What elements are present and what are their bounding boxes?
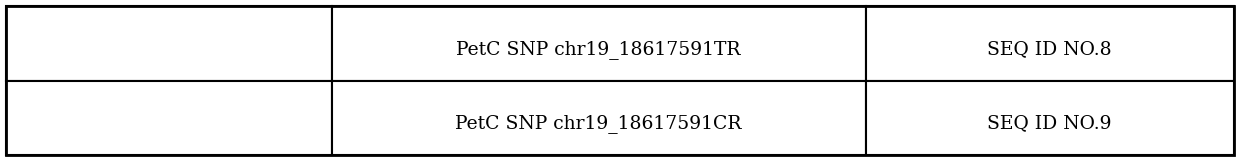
- Bar: [331, 6, 866, 80]
- Text: SEQ ID NO.8: SEQ ID NO.8: [987, 40, 1112, 58]
- Text: PetC SNP chr19_18617591CR: PetC SNP chr19_18617591CR: [455, 114, 742, 133]
- Text: PetC SNP chr19_18617591TR: PetC SNP chr19_18617591TR: [456, 40, 740, 59]
- Bar: [6, 6, 331, 80]
- Bar: [331, 80, 866, 155]
- Text: SEQ ID NO.9: SEQ ID NO.9: [987, 114, 1112, 133]
- Bar: [866, 80, 1234, 155]
- Bar: [6, 80, 331, 155]
- Bar: [866, 6, 1234, 80]
